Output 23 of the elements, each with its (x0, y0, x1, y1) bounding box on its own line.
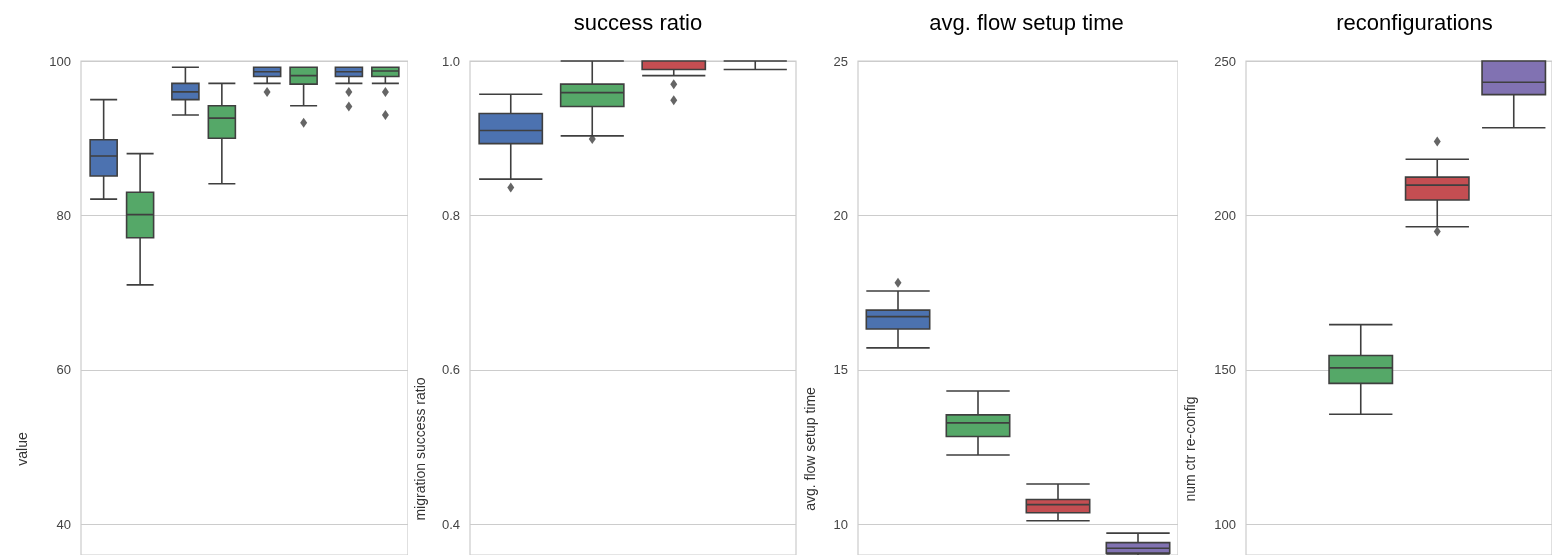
y-axis-title: value (14, 432, 30, 466)
y-tick-label: 40 (56, 516, 71, 532)
y-axis-title: num ctr re-config (1182, 396, 1198, 502)
y-tick-label: 25 (833, 53, 848, 69)
chart-title: success ratio (573, 9, 703, 35)
y-tick-label: 0.6 (441, 362, 460, 378)
y-tick-label: 0.4 (441, 516, 460, 532)
y-tick-label: 100 (49, 53, 71, 69)
y-tick-label: 20 (833, 207, 848, 223)
y-tick-label: 80 (56, 207, 71, 223)
y-tick-label: 15 (833, 362, 848, 378)
chart-title: avg. flow setup time (929, 9, 1124, 35)
y-tick-label: 200 (1214, 207, 1236, 223)
y-axis-title: avg. flow setup time (802, 386, 818, 511)
y-tick-label: 0.8 (441, 207, 460, 223)
y-tick-label: 250 (1214, 53, 1236, 69)
y-axis-title: migration success ratio (412, 377, 428, 521)
chart-title: reconfigurations (1336, 9, 1493, 35)
y-tick-label: 10 (833, 516, 848, 532)
y-tick-label: 60 (56, 362, 71, 378)
y-tick-label: 1.0 (441, 53, 460, 69)
y-tick-label: 150 (1214, 362, 1236, 378)
y-tick-label: 100 (1214, 516, 1236, 532)
